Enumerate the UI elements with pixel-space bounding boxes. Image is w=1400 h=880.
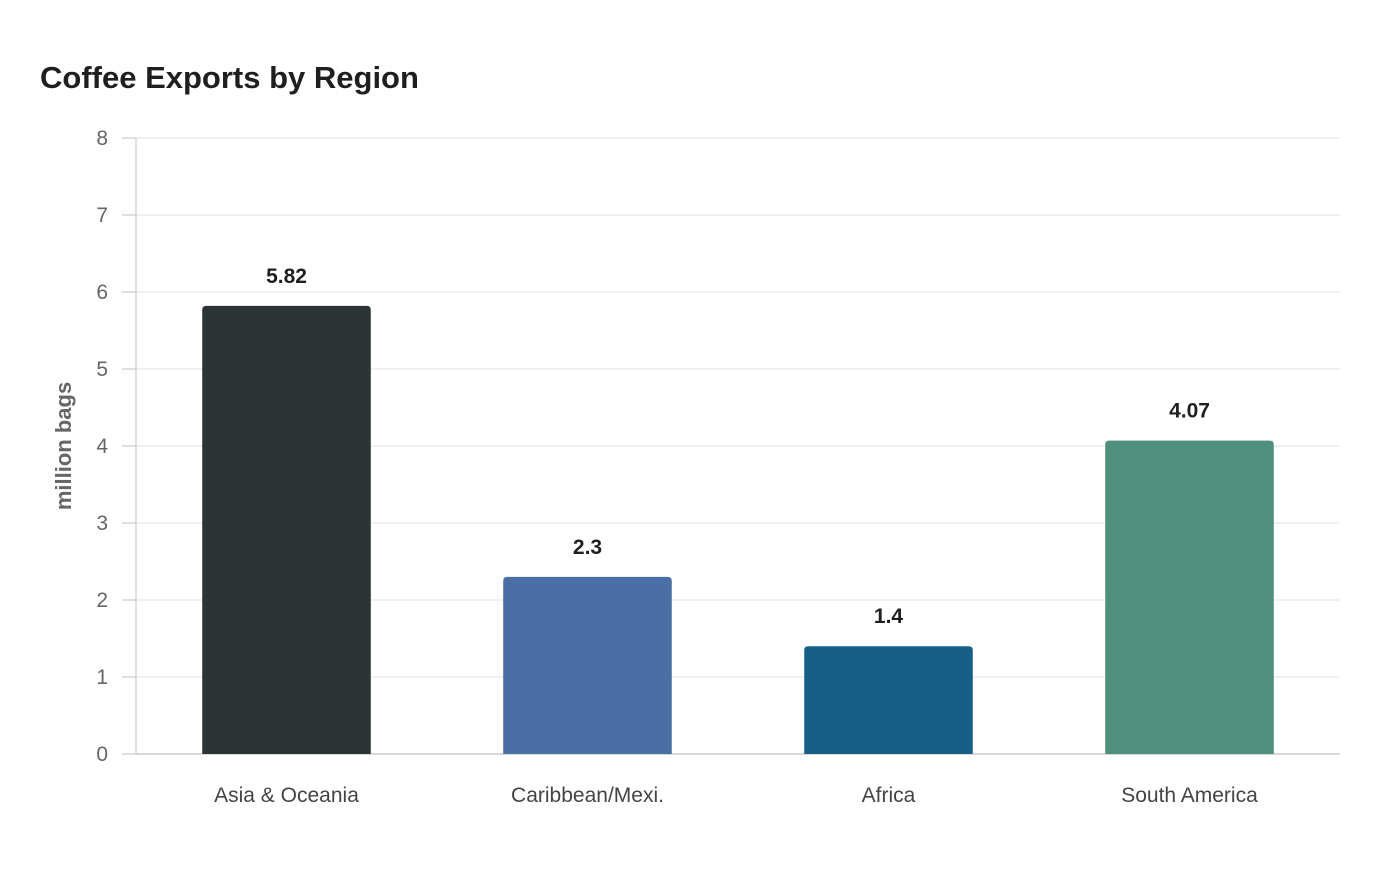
bar-value-label: 5.82 [266,265,307,288]
bar-1 [503,576,672,754]
chart-title: Coffee Exports by Region [40,60,419,95]
x-tick-label: Africa [862,784,916,807]
x-tick-label: Asia & Oceania [214,784,359,807]
bar-value-label: 2.3 [573,536,602,559]
y-tick-label: 2 [96,589,108,612]
y-tick-label: 7 [96,204,108,227]
y-tick-label: 0 [96,743,108,766]
y-tick-label: 3 [96,512,108,535]
y-tick-label: 6 [96,281,108,304]
bar-value-label: 1.4 [874,605,904,628]
y-tick-label: 8 [96,127,108,150]
bar-3 [1105,440,1274,754]
x-tick-label: Caribbean/Mexi. [511,784,664,807]
x-tick-label: South America [1121,784,1258,807]
y-tick-labels: 0 1 2 3 4 5 6 7 8 [96,127,108,766]
bar-2 [804,646,973,754]
y-axis-title: million bags [51,382,76,510]
value-labels: 5.82 2.3 1.4 4.07 [266,265,1210,628]
bar-value-label: 4.07 [1169,400,1210,423]
y-tick-label: 5 [96,358,108,381]
bars [202,305,1274,754]
x-tick-labels: Asia & Oceania Caribbean/Mexi. Africa South… [214,784,1258,807]
y-tick-label: 1 [96,666,108,689]
bar-0 [202,305,371,754]
y-tick-label: 4 [96,435,108,458]
